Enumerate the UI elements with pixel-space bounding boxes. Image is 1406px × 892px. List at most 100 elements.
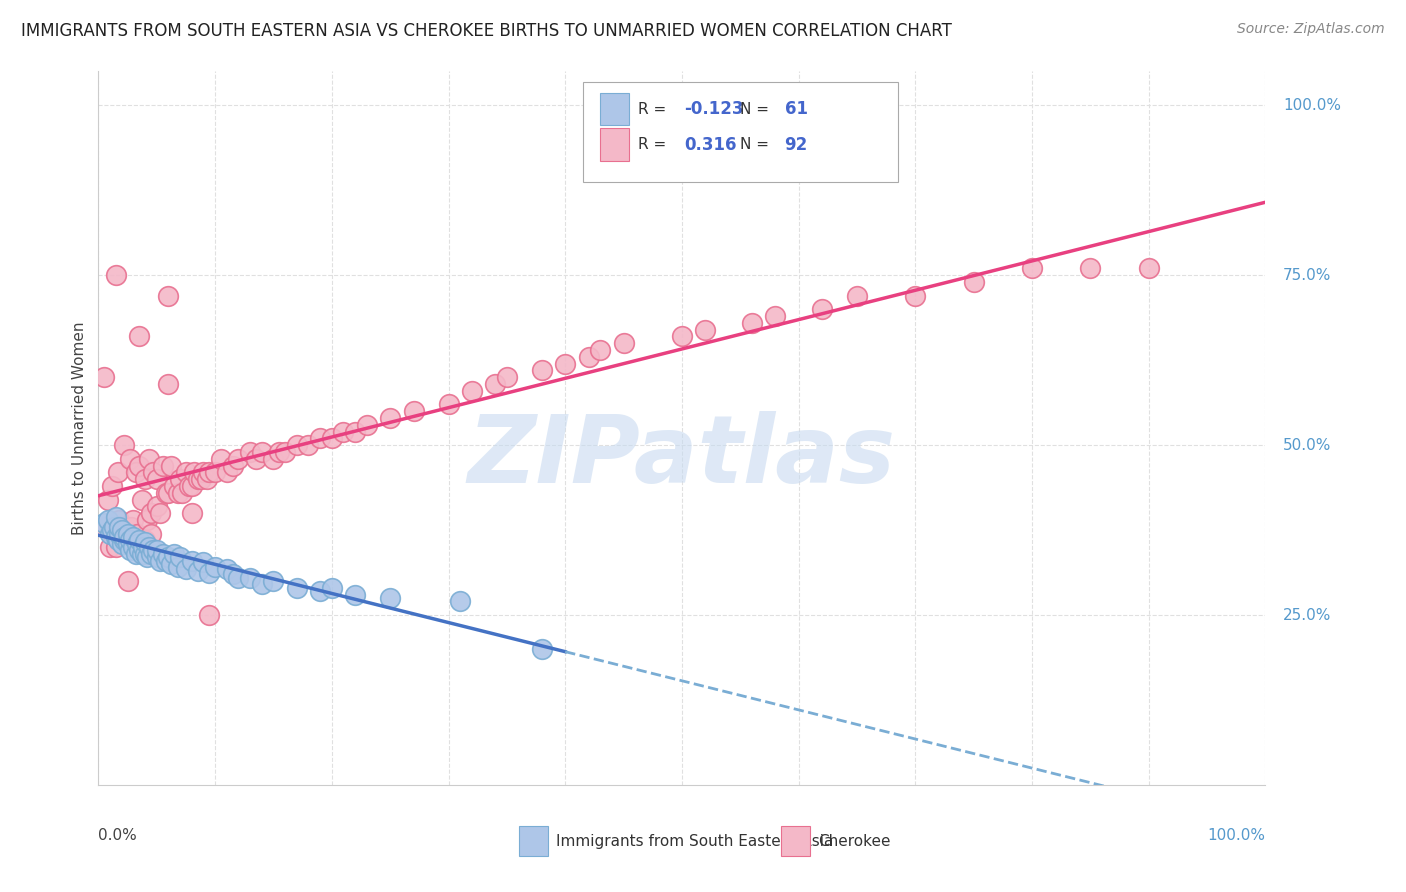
Point <box>122 513 145 527</box>
Point <box>138 451 160 466</box>
Point <box>98 526 121 541</box>
Point <box>136 550 159 565</box>
Text: 61: 61 <box>785 100 807 118</box>
Point <box>157 550 180 565</box>
Text: N =: N = <box>741 137 775 153</box>
Text: 25.0%: 25.0% <box>1282 607 1331 623</box>
Point <box>380 411 402 425</box>
Point <box>107 533 129 548</box>
Point <box>104 509 127 524</box>
Point <box>152 458 174 473</box>
Point <box>93 519 115 533</box>
Point <box>131 492 153 507</box>
Point <box>250 577 273 591</box>
Point <box>245 451 267 466</box>
Point <box>309 431 332 445</box>
Text: 50.0%: 50.0% <box>1282 438 1331 452</box>
Point <box>530 363 553 377</box>
Point <box>344 588 367 602</box>
Point <box>356 417 378 432</box>
Point <box>155 485 177 500</box>
Point <box>695 323 717 337</box>
Y-axis label: Births to Unmarried Women: Births to Unmarried Women <box>72 321 87 535</box>
Point <box>117 526 139 541</box>
Point <box>146 472 169 486</box>
Point <box>554 357 576 371</box>
Point <box>101 523 124 537</box>
Point <box>125 466 148 480</box>
Point <box>1021 261 1043 276</box>
Point <box>157 288 180 302</box>
Text: ZIPatlas: ZIPatlas <box>468 410 896 503</box>
Point <box>172 485 194 500</box>
Point <box>122 540 145 554</box>
Point <box>149 554 172 568</box>
Point <box>209 451 232 466</box>
Point <box>136 513 159 527</box>
Point <box>269 445 291 459</box>
Point <box>1080 261 1102 276</box>
Point <box>285 438 308 452</box>
Point <box>98 540 121 554</box>
Point <box>104 268 127 283</box>
FancyBboxPatch shape <box>782 826 810 856</box>
Text: Immigrants from South Eastern Asia: Immigrants from South Eastern Asia <box>555 834 834 849</box>
Point <box>180 554 202 568</box>
FancyBboxPatch shape <box>582 82 898 182</box>
Point <box>93 370 115 384</box>
Point <box>380 591 402 605</box>
Point <box>146 543 169 558</box>
Point <box>120 519 142 533</box>
Point <box>530 642 553 657</box>
Point <box>174 562 197 576</box>
Text: 0.316: 0.316 <box>685 136 737 153</box>
Point <box>108 513 131 527</box>
Point <box>97 513 120 527</box>
Point <box>190 472 212 486</box>
FancyBboxPatch shape <box>519 826 548 856</box>
Point <box>402 404 425 418</box>
Point <box>117 574 139 588</box>
Point <box>174 466 197 480</box>
Point <box>496 370 519 384</box>
Point <box>125 547 148 561</box>
Text: 100.0%: 100.0% <box>1282 98 1341 113</box>
Point <box>118 451 141 466</box>
Point <box>198 608 221 623</box>
Point <box>195 472 218 486</box>
Point <box>187 564 209 578</box>
Point <box>157 485 180 500</box>
Point <box>138 540 160 554</box>
Point <box>193 466 215 480</box>
Point <box>128 329 150 343</box>
Point <box>139 506 162 520</box>
Point <box>107 466 129 480</box>
Point <box>97 492 120 507</box>
Point <box>163 547 186 561</box>
Point <box>904 288 927 302</box>
Point <box>139 547 162 561</box>
Point <box>146 500 169 514</box>
Text: 0.0%: 0.0% <box>98 828 138 843</box>
Text: N =: N = <box>741 102 775 117</box>
Point <box>111 523 134 537</box>
Point <box>613 336 636 351</box>
Point <box>193 555 215 569</box>
Point <box>183 466 205 480</box>
Point <box>180 506 202 520</box>
FancyBboxPatch shape <box>600 128 630 161</box>
Point <box>1137 261 1160 276</box>
Point <box>589 343 612 357</box>
Point <box>125 537 148 551</box>
Point <box>221 567 243 582</box>
Text: R =: R = <box>637 137 671 153</box>
Point <box>128 458 150 473</box>
Point <box>108 519 131 533</box>
Point <box>134 547 156 561</box>
Point <box>155 554 177 568</box>
Point <box>221 458 243 473</box>
Point <box>128 543 150 558</box>
Point <box>187 472 209 486</box>
Point <box>139 526 162 541</box>
Point <box>321 431 343 445</box>
